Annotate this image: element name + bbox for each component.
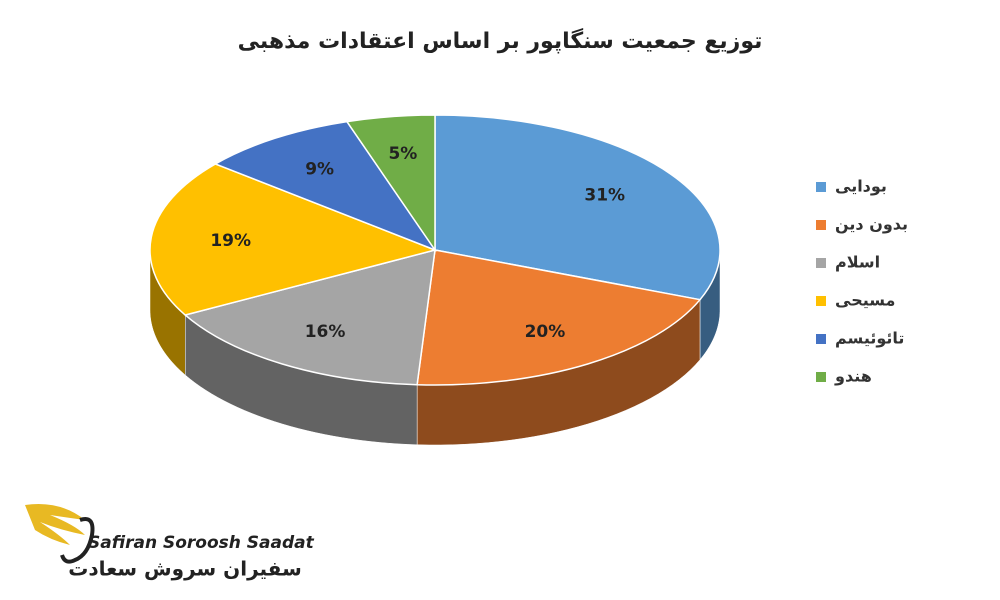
logo: Safiran Soroosh Saadat سفیران سروش سعادت bbox=[25, 504, 315, 581]
legend-label: تائوئیسم bbox=[835, 329, 904, 348]
legend-swatch bbox=[816, 334, 826, 344]
slice bbox=[183, 248, 436, 386]
logo-wing bbox=[25, 504, 85, 545]
logo-name-en: Safiran Soroosh Saadat bbox=[88, 533, 315, 553]
legend-swatch bbox=[816, 296, 826, 306]
legend-label: اسلام bbox=[835, 253, 880, 272]
legend-label: هندو bbox=[834, 367, 872, 386]
data-label: 20% bbox=[525, 322, 566, 342]
data-label: 9% bbox=[305, 160, 334, 180]
legend-label: بودایی bbox=[835, 177, 887, 196]
chart-title: توزیع جمعیت سنگاپور بر اساس اعتقادات مذه… bbox=[238, 27, 763, 54]
legend-label: بدون دین bbox=[835, 215, 908, 234]
slice bbox=[434, 114, 721, 301]
legend-swatch bbox=[816, 182, 826, 192]
logo-bird bbox=[60, 517, 95, 564]
data-label: 19% bbox=[210, 231, 251, 251]
data-label: 31% bbox=[584, 185, 625, 205]
legend-swatch bbox=[816, 220, 826, 230]
slice bbox=[416, 249, 702, 386]
legend-swatch bbox=[816, 258, 826, 268]
logo-name-fa: سفیران سروش سعادت bbox=[68, 557, 302, 581]
legend-label: مسیحی bbox=[835, 291, 895, 310]
slice bbox=[345, 114, 436, 253]
legend-swatch bbox=[816, 372, 826, 382]
slice bbox=[149, 163, 438, 316]
slice bbox=[213, 120, 437, 252]
data-label: 5% bbox=[388, 144, 417, 164]
data-label: 16% bbox=[305, 322, 346, 342]
